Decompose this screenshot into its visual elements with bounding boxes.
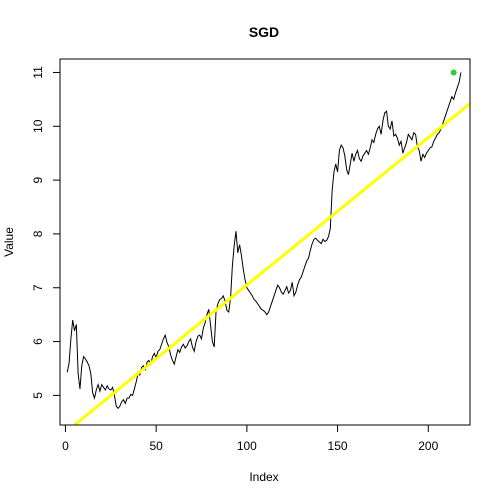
y-axis-label: Value: [2, 227, 16, 257]
y-tick-label: 6: [31, 338, 45, 345]
y-tick-label: 8: [31, 230, 45, 237]
y-tick-label: 10: [31, 119, 45, 133]
y-tick-label: 11: [31, 66, 45, 79]
endpoint-marker: [450, 69, 457, 76]
y-axis: 5 6 7 8 9 10 11: [31, 66, 61, 399]
x-tick-label: 50: [149, 439, 163, 453]
x-tick-label: 200: [418, 439, 438, 453]
x-axis-label: Index: [249, 470, 278, 484]
plot-area: [66, 69, 470, 425]
x-tick-label: 150: [328, 439, 348, 453]
x-tick-label: 100: [237, 439, 257, 453]
y-tick-label: 9: [31, 176, 45, 183]
x-tick-label: 0: [62, 439, 69, 453]
chart-title: SGD: [249, 24, 279, 40]
trend-line: [73, 102, 470, 425]
y-tick-label: 7: [31, 284, 45, 291]
y-tick-label: 5: [31, 392, 45, 399]
series-line: [66, 72, 462, 410]
x-axis: 0 50 100 150 200: [62, 424, 439, 453]
